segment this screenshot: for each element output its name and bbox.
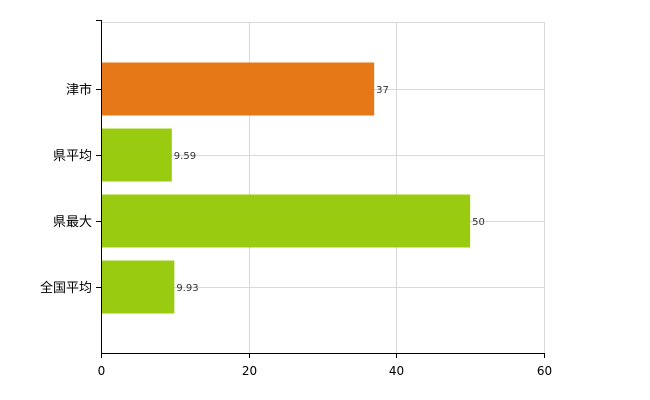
x-tick-label-3: 60 xyxy=(537,364,552,378)
x-tick-label-2: 40 xyxy=(389,364,404,378)
bar-3 xyxy=(102,260,175,314)
category-label-0: 津市 xyxy=(66,82,92,98)
category-label-2: 県最大 xyxy=(53,215,92,230)
data-label-2: 50 xyxy=(472,217,485,228)
data-label-1: 9.59 xyxy=(174,151,196,162)
data-label-0: 37 xyxy=(376,85,389,96)
bar-1 xyxy=(102,128,172,182)
axes xyxy=(96,20,545,358)
category-label-1: 県平均 xyxy=(53,149,92,164)
category-label-3: 全国平均 xyxy=(40,280,92,296)
bar-0 xyxy=(102,62,375,116)
bars xyxy=(102,62,471,314)
labels: 37 津市 9.59 県平均 50 県最大 9.93 全国平均 0 20 40 60 xyxy=(40,82,552,378)
bar-2 xyxy=(102,194,471,248)
x-tick-label-0: 0 xyxy=(98,364,106,378)
data-label-3: 9.93 xyxy=(176,283,198,294)
x-tick-label-1: 20 xyxy=(242,364,257,378)
